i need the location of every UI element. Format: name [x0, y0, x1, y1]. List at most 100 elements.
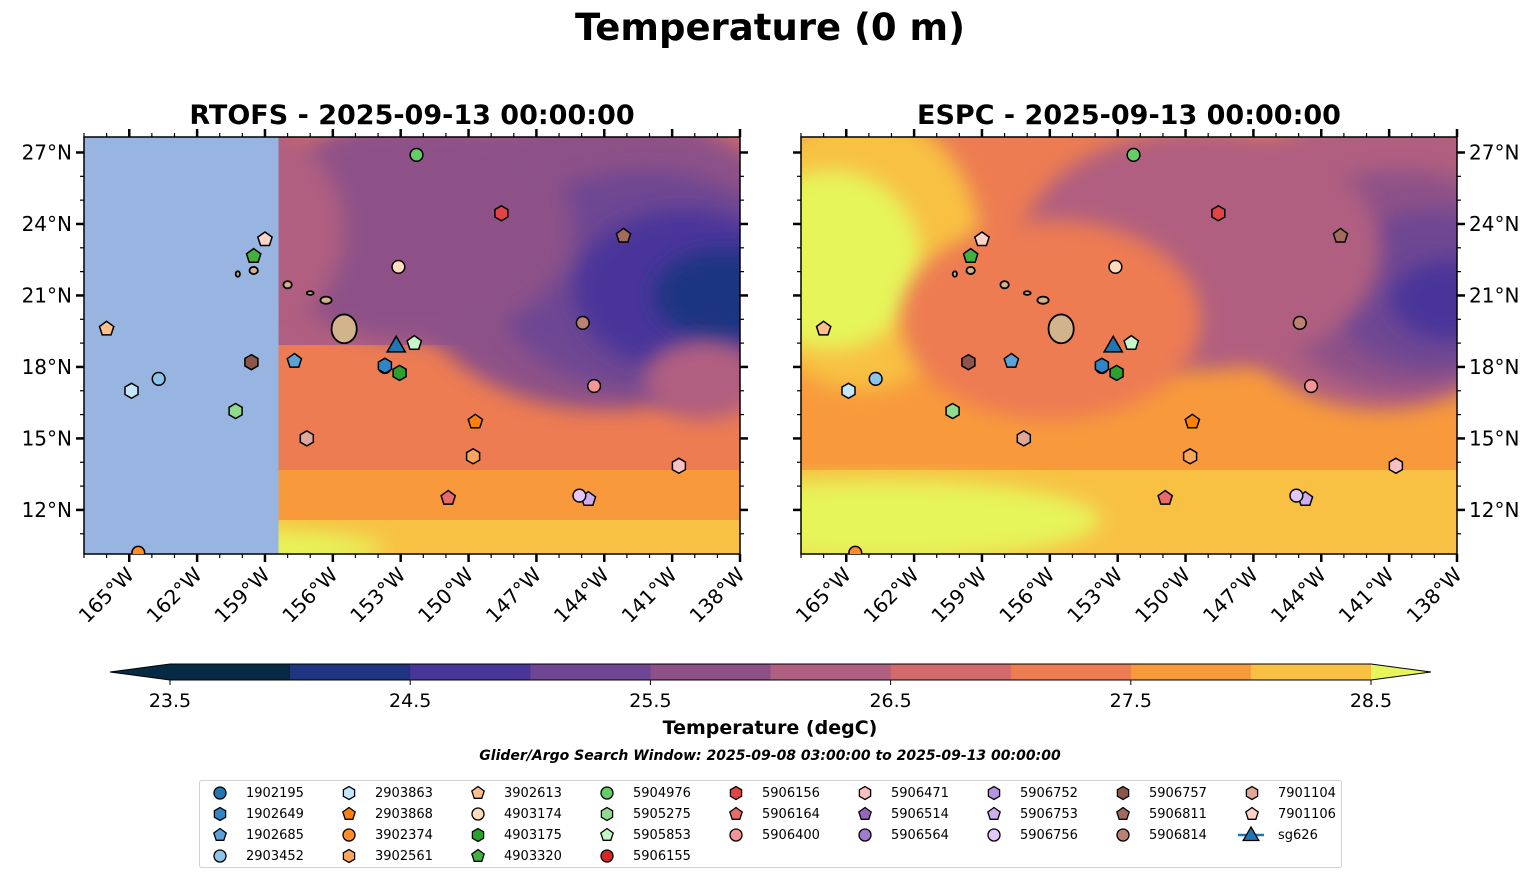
- float-marker-5906811[interactable]: [615, 227, 632, 243]
- float-marker-3902374[interactable]: [848, 545, 863, 559]
- float-marker-2903868[interactable]: [1184, 413, 1201, 429]
- float-marker-2903863[interactable]: [841, 382, 856, 400]
- legend-item-5905275[interactable]: 5905275: [593, 804, 691, 824]
- lon-tick-label: 162°W: [142, 562, 207, 627]
- float-marker-4903174[interactable]: [391, 259, 406, 274]
- legend-item-5906471[interactable]: 5906471: [851, 783, 949, 803]
- legend-item-5906814[interactable]: 5906814: [1109, 825, 1207, 845]
- legend-item-2903863[interactable]: 2903863: [335, 783, 433, 803]
- legend-item-3902613[interactable]: 3902613: [464, 783, 562, 803]
- legend-item-7901106[interactable]: 7901106: [1238, 804, 1336, 824]
- legend-item-5906757[interactable]: 5906757: [1109, 783, 1207, 803]
- float-marker-3902561[interactable]: [1182, 447, 1198, 465]
- float-marker-5906400[interactable]: [586, 378, 602, 394]
- legend-item-4903174[interactable]: 4903174: [464, 804, 562, 824]
- legend-item-5906756[interactable]: 5906756: [980, 825, 1078, 845]
- legend-item-4903320[interactable]: 4903320: [464, 846, 562, 866]
- legend-item-1902685[interactable]: 1902685: [206, 825, 304, 845]
- float-marker-5905853[interactable]: [406, 334, 423, 350]
- legend-item-5906811[interactable]: 5906811: [1109, 804, 1207, 824]
- float-marker-3902374[interactable]: [131, 545, 146, 559]
- legend-item-5906753[interactable]: 5906753: [980, 804, 1078, 824]
- legend-item-2903868[interactable]: 2903868: [335, 804, 433, 824]
- circle-marker-icon: [600, 786, 614, 800]
- float-marker-5906814[interactable]: [1292, 315, 1307, 330]
- float-marker-5904976[interactable]: [1126, 147, 1141, 162]
- legend-item-5906564[interactable]: 5906564: [851, 825, 949, 845]
- float-marker-4903174[interactable]: [1108, 259, 1123, 274]
- float-marker-2903452[interactable]: [868, 371, 883, 386]
- float-marker-3902613[interactable]: [98, 320, 115, 336]
- legend-label: 3902613: [504, 785, 562, 801]
- float-marker-1902649[interactable]: [377, 357, 393, 375]
- legend-item-5906752[interactable]: 5906752: [980, 783, 1078, 803]
- float-marker-4903320[interactable]: [962, 247, 979, 263]
- float-marker-5906164[interactable]: [1157, 489, 1174, 505]
- float-marker-5906471[interactable]: [1388, 457, 1404, 475]
- float-marker-7901104[interactable]: [1016, 430, 1032, 447]
- float-marker-3902561[interactable]: [465, 447, 481, 465]
- float-marker-2903868[interactable]: [467, 413, 484, 429]
- float-marker-5905275[interactable]: [228, 402, 243, 420]
- float-marker-1902685[interactable]: [1003, 352, 1020, 368]
- float-marker-sg626[interactable]: [385, 334, 407, 353]
- legend-item-5905853[interactable]: 5905853: [593, 825, 691, 845]
- circle-marker-icon: [858, 828, 872, 842]
- float-marker-2903863[interactable]: [124, 382, 139, 400]
- legend-item-3902561[interactable]: 3902561: [335, 846, 433, 866]
- float-marker-5906156[interactable]: [1211, 204, 1226, 222]
- float-marker-5906156[interactable]: [494, 204, 509, 222]
- legend-item-5904976[interactable]: 5904976: [593, 783, 691, 803]
- float-marker-4903175[interactable]: [1109, 364, 1124, 382]
- float-marker-2903452[interactable]: [151, 371, 166, 386]
- float-marker-5906471[interactable]: [671, 457, 687, 475]
- island-landmass: [282, 280, 293, 290]
- legend-item-5906164[interactable]: 5906164: [722, 804, 820, 824]
- rtofs-map-panel[interactable]: 165°W 162°W 159°W 156°W 153°W 150°W 147°W 144°W…: [22, 110, 804, 628]
- legend-item-5906400[interactable]: 5906400: [722, 825, 820, 845]
- circle-marker-icon: [471, 807, 485, 821]
- float-marker-5906811[interactable]: [1332, 227, 1349, 243]
- float-marker-5906756[interactable]: [572, 488, 587, 503]
- marker-glyph: [600, 806, 614, 822]
- float-marker-3902613[interactable]: [815, 320, 832, 336]
- legend-label: 5906564: [891, 827, 949, 843]
- float-marker-sg626[interactable]: [1102, 334, 1124, 353]
- float-marker-4903320[interactable]: [245, 247, 262, 263]
- marker-glyph: [1116, 785, 1130, 801]
- espc-panel-title: ESPC - 2025-09-13 00:00:00: [917, 100, 1341, 131]
- float-marker-1902685[interactable]: [286, 352, 303, 368]
- legend-item-1902649[interactable]: 1902649: [206, 804, 304, 824]
- circle-marker-icon: [729, 828, 743, 842]
- legend-item-4903175[interactable]: 4903175: [464, 825, 562, 845]
- legend-label: 5906164: [762, 806, 820, 822]
- legend-item-5906514[interactable]: 5906514: [851, 804, 949, 824]
- legend-item-sg626[interactable]: sg626: [1238, 825, 1318, 845]
- float-marker-5906757[interactable]: [961, 353, 976, 371]
- float-marker-1902649[interactable]: [1094, 357, 1110, 375]
- legend-item-2903452[interactable]: 2903452: [206, 846, 304, 866]
- float-marker-5906757[interactable]: [244, 353, 259, 371]
- float-marker-5905275[interactable]: [945, 402, 960, 420]
- hexagon-marker-icon: [987, 785, 1001, 801]
- legend-item-1902195[interactable]: 1902195: [206, 783, 304, 803]
- legend-item-5906156[interactable]: 5906156: [722, 783, 820, 803]
- float-marker-5904976[interactable]: [409, 147, 424, 162]
- colorbar-extend-max: [1371, 664, 1431, 680]
- float-marker-5906164[interactable]: [440, 489, 457, 505]
- marker-glyph: [342, 848, 356, 864]
- espc-map-panel[interactable]: 165°W 162°W 159°W 156°W 153°W 150°W 147°W 144°W…: [661, 110, 1540, 628]
- float-marker-5906814[interactable]: [575, 315, 590, 330]
- hexagon-marker-icon: [1116, 785, 1130, 801]
- float-marker-5906756[interactable]: [1289, 488, 1304, 503]
- legend-item-5906155[interactable]: 5906155: [593, 846, 691, 866]
- float-marker-4903175[interactable]: [392, 364, 407, 382]
- float-marker-7901106[interactable]: [256, 231, 273, 247]
- float-marker-7901106[interactable]: [973, 231, 990, 247]
- float-marker-5906400[interactable]: [1303, 378, 1319, 394]
- float-marker-5905853[interactable]: [1123, 334, 1140, 350]
- float-marker-7901104[interactable]: [299, 430, 315, 447]
- legend-item-7901104[interactable]: 7901104: [1238, 783, 1336, 803]
- legend-item-3902374[interactable]: 3902374: [335, 825, 433, 845]
- colorbar-segment: [1130, 664, 1252, 680]
